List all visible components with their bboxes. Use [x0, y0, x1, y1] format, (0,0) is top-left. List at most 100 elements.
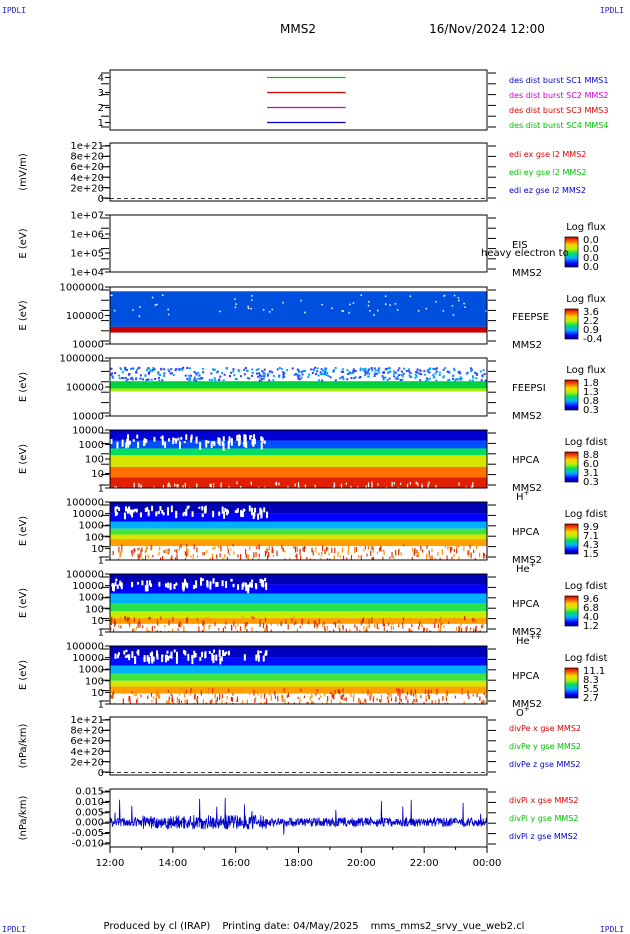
- heatmap-speck: [447, 701, 449, 704]
- heatmap-speck: [382, 378, 385, 381]
- heatmap-speck: [459, 378, 462, 381]
- overlay-text: heavy electron to: [481, 248, 569, 259]
- heatmap-speck: [187, 374, 190, 377]
- heatmap-band: [110, 455, 487, 467]
- heatmap-speck: [294, 483, 296, 487]
- heatmap-speck: [457, 543, 459, 548]
- legend-entry: edi ex gse l2 MMS2: [509, 150, 586, 159]
- heatmap-speck: [133, 628, 135, 631]
- heatmap-speck: [114, 486, 116, 488]
- heatmap-speck: [442, 375, 445, 378]
- heatmap-gap: [161, 654, 164, 663]
- heatmap-speck: [219, 693, 221, 699]
- heatmap-speck: [299, 701, 301, 704]
- heatmap-speck: [458, 556, 460, 560]
- heatmap-gap: [126, 508, 129, 513]
- heatmap-speck: [282, 374, 285, 377]
- heatmap-speck: [202, 367, 205, 370]
- heatmap-gap: [161, 439, 164, 446]
- heatmap-speck: [150, 543, 152, 547]
- heatmap-speck: [280, 622, 282, 626]
- heatmap-speck: [347, 545, 350, 551]
- heatmap-gap: [252, 440, 255, 447]
- heatmap-speck: [324, 630, 327, 632]
- heatmap-speck: [457, 297, 460, 299]
- heatmap-speck: [211, 699, 213, 704]
- heatmap-gap: [170, 651, 173, 659]
- heatmap-speck: [296, 628, 299, 632]
- heatmap-speck: [317, 379, 320, 382]
- heatmap-speck: [355, 547, 357, 552]
- heatmap-speck: [402, 372, 405, 375]
- heatmap-speck: [401, 375, 404, 378]
- heatmap-speck: [212, 547, 214, 550]
- heatmap-speck: [268, 551, 270, 558]
- heatmap-speck: [426, 628, 428, 632]
- heatmap-speck: [238, 370, 241, 373]
- heatmap-speck: [432, 374, 435, 377]
- heatmap-speck: [469, 379, 472, 382]
- heatmap-gap: [167, 656, 170, 661]
- heatmap-speck: [318, 697, 320, 700]
- heatmap-speck: [198, 374, 201, 377]
- heatmap-speck: [180, 624, 183, 627]
- heatmap-speck: [455, 378, 458, 381]
- heatmap-speck: [376, 372, 379, 375]
- heatmap-gap: [195, 580, 198, 589]
- heatmap-speck: [316, 370, 319, 373]
- heatmap-speck: [156, 619, 159, 623]
- heatmap-speck: [442, 376, 445, 379]
- heatmap-speck: [147, 378, 150, 381]
- heatmap-band: [110, 388, 487, 392]
- heatmap-speck: [278, 366, 281, 369]
- y-tick-label: 10000: [72, 581, 104, 592]
- heatmap-speck: [295, 620, 297, 625]
- heatmap-speck: [129, 624, 131, 628]
- heatmap-speck: [186, 543, 188, 547]
- heatmap-speck: [341, 310, 343, 312]
- panel-body: [110, 291, 487, 333]
- y-axis-label: E (eV): [18, 228, 29, 258]
- heatmap-speck: [353, 377, 356, 380]
- heatmap-gap: [116, 441, 119, 449]
- heatmap-speck: [258, 558, 260, 560]
- heatmap-speck: [454, 695, 457, 699]
- heatmap-speck: [257, 368, 260, 371]
- y-tick-label: 0.000: [75, 818, 104, 829]
- heatmap-speck: [384, 295, 387, 297]
- heatmap-gap: [173, 438, 176, 441]
- heatmap-speck: [389, 304, 391, 306]
- heatmap-speck: [121, 549, 123, 553]
- heatmap-speck: [147, 695, 149, 700]
- heatmap-gap: [146, 655, 149, 662]
- heatmap-gap: [114, 582, 117, 587]
- heatmap-speck: [417, 482, 419, 487]
- heatmap-gap: [155, 511, 158, 517]
- heatmap-speck: [260, 690, 262, 694]
- heatmap-speck: [245, 554, 247, 559]
- heatmap-speck: [122, 377, 125, 380]
- heatmap-speck: [208, 378, 211, 381]
- time-axis: 12:00 14:00 16:00 18:00 20:00 22:00 00:00: [96, 847, 501, 869]
- y-tick-label: 100000: [66, 642, 104, 653]
- heatmap-gap: [181, 582, 184, 590]
- heatmap-speck: [394, 303, 397, 305]
- y-axis-label: (nPa/km): [18, 796, 29, 841]
- heatmap-speck: [148, 617, 150, 620]
- heatmap-speck: [441, 549, 444, 555]
- x-tick-label: 12:00: [96, 858, 125, 869]
- heatmap-speck: [184, 485, 187, 488]
- colorbar-tick-label: 8.3: [583, 675, 599, 686]
- heatmap-speck: [146, 546, 148, 549]
- heatmap-speck: [438, 629, 440, 632]
- heatmap-gap: [203, 506, 206, 514]
- heatmap-speck: [248, 377, 251, 380]
- heatmap-speck: [164, 624, 166, 627]
- heatmap-speck: [133, 694, 136, 697]
- heatmap-speck: [112, 376, 115, 379]
- heatmap-speck: [460, 628, 463, 632]
- heatmap-speck: [465, 372, 468, 375]
- heatmap-speck: [482, 699, 484, 704]
- heatmap-band: [110, 539, 487, 547]
